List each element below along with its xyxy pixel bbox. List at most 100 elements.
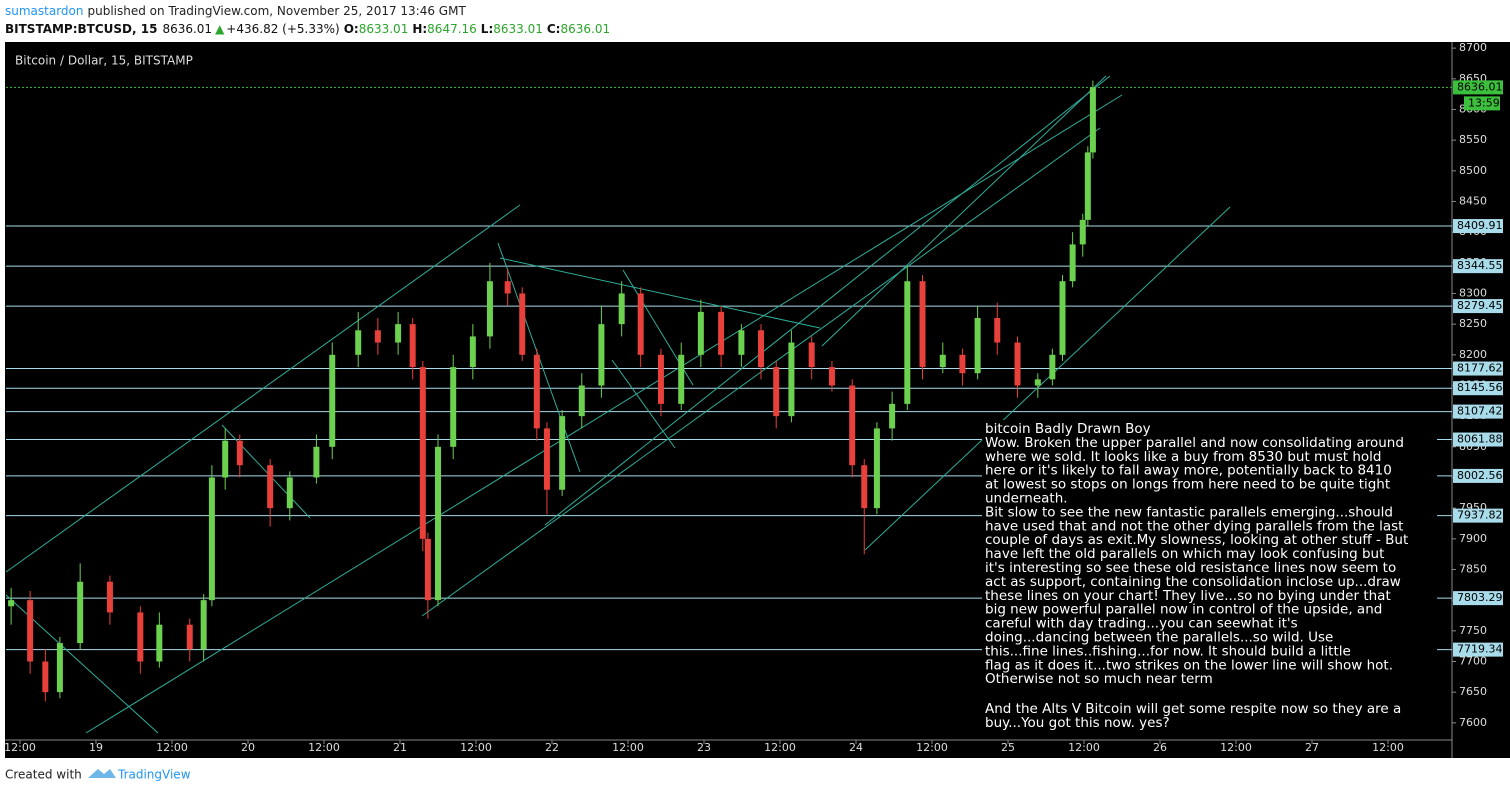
x-tick-label: 12:00 (764, 741, 796, 754)
last-price-label: 8636.01 (1457, 80, 1503, 93)
level-label: 8107.42 (1457, 405, 1503, 418)
candle-body (286, 477, 293, 509)
candle-body (156, 624, 163, 662)
x-tick-label: 27 (1305, 741, 1319, 754)
last: 8636.01 (162, 22, 212, 36)
countdown-bg (1464, 96, 1500, 111)
level-label: 8061.88 (1457, 433, 1503, 446)
candle-body (200, 600, 207, 650)
symbol-line: BITSTAMP:BTCUSD, 15 8636.01 ▲ +436.82 (+5.3… (5, 22, 610, 36)
candle-body (1069, 244, 1076, 282)
x-tick-label: 26 (1153, 741, 1167, 754)
y-tick-label: 8700 (1459, 41, 1487, 54)
candle-body (1014, 342, 1021, 386)
candle-body (618, 293, 625, 325)
candle-body (773, 367, 780, 417)
candle-body (889, 403, 896, 429)
author: sumastardon (5, 4, 84, 18)
level-label-bg (1453, 299, 1503, 314)
x-tick-label: 12:00 (1068, 741, 1100, 754)
candle-body (519, 293, 526, 355)
candle-body (424, 538, 431, 601)
trendline (544, 75, 1111, 526)
annotation-line: act as support, containing the consolida… (985, 574, 1401, 590)
x-tick-label: 12:00 (612, 741, 644, 754)
candle-body (208, 477, 215, 601)
level-label: 7937.82 (1457, 509, 1503, 522)
candle-body (186, 624, 193, 650)
candle-body (849, 385, 856, 466)
candle-body (657, 354, 664, 404)
annotation-line: this...fine lines..fishing...for now. It… (985, 643, 1351, 659)
y-tick-label: 8550 (1459, 133, 1487, 146)
candle-body (236, 440, 243, 466)
candle-body (419, 367, 426, 539)
annotation-line: big new powerful parallel now in control… (985, 602, 1382, 618)
x-tick-label: 12:00 (308, 741, 340, 754)
candle-body (1084, 152, 1091, 220)
candle-body (758, 330, 765, 368)
candle-body (533, 354, 540, 429)
candle-body (267, 465, 274, 509)
y-tick-label: 7900 (1459, 532, 1487, 545)
candle-body (1034, 379, 1041, 386)
x-tick-label: 12:00 (1372, 741, 1404, 754)
annotation-line: couple of days as exit.My slowness, look… (985, 532, 1408, 548)
y-tick-label: 7650 (1459, 685, 1487, 698)
candle-body (106, 581, 113, 613)
candle-body (374, 330, 381, 343)
h: 8647.16 (427, 22, 477, 36)
x-tick-label: 20 (241, 741, 255, 754)
annotation-line: here or it's likely to fall away more, p… (985, 463, 1392, 479)
candle-body (137, 612, 144, 662)
x-tick-label: 21 (393, 741, 407, 754)
annotation-line: where we sold. It looks like a buy from … (985, 449, 1382, 465)
level-label-bg (1453, 404, 1503, 419)
y-tick-label: 8250 (1459, 317, 1487, 330)
candle-body (56, 643, 63, 693)
x-tick-label: 12:00 (916, 741, 948, 754)
o: 8633.01 (359, 22, 409, 36)
x-tick-label: 22 (545, 741, 559, 754)
candle-body (435, 446, 442, 601)
annotation-line: Bit slow to see the new fantastic parall… (985, 504, 1393, 520)
candle-body (598, 324, 605, 386)
candle-body (637, 293, 644, 355)
x-tick-label: 25 (1001, 741, 1015, 754)
change: +436.82 (+5.33%) (226, 22, 339, 36)
x-tick-label: 12:00 (156, 741, 188, 754)
x-tick-label: 23 (697, 741, 711, 754)
footer-brand: TradingView (117, 768, 191, 782)
l-label: L: (481, 22, 493, 36)
candle-body (873, 428, 880, 509)
level-label-bg (1453, 361, 1503, 376)
o-label: O: (344, 22, 359, 36)
x-tick-label: 12:00 (460, 741, 492, 754)
countdown: 13:59 (1468, 96, 1500, 109)
candle-body (1049, 354, 1056, 380)
annotation-line: And the Alts V Bitcoin will get some res… (985, 701, 1401, 717)
level-label-bg (1453, 381, 1503, 396)
published: published on TradingView.com, November 2… (88, 4, 467, 18)
annotation-line: underneath. (985, 491, 1068, 507)
candle-body (697, 311, 704, 355)
candle-body (355, 330, 362, 355)
annotation-line: it's interesting so see these old resist… (985, 560, 1396, 576)
candle-body (559, 416, 566, 490)
candle-body (678, 354, 685, 404)
candle-body (939, 354, 946, 368)
level-label-bg (1453, 508, 1503, 523)
annotation-line: careful with day trading...you can seewh… (985, 616, 1298, 632)
annotation-bg (982, 420, 1437, 734)
trendline (611, 359, 676, 449)
candle-body (861, 465, 868, 509)
level-label-bg (1453, 468, 1503, 483)
candle-body (738, 330, 745, 355)
y-tick-label: 8500 (1459, 164, 1487, 177)
x-tick-label: 12:00 (1220, 741, 1252, 754)
level-label: 8344.55 (1457, 259, 1503, 272)
trendline (221, 424, 311, 519)
candle-body (42, 661, 49, 693)
